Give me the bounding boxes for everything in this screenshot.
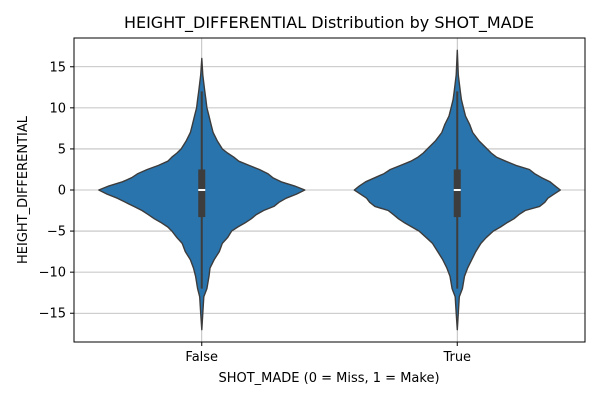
iqr-box [198, 169, 206, 218]
iqr-box [453, 169, 461, 218]
violin-layer [98, 49, 561, 331]
x-tick-label: False [185, 350, 218, 365]
violin-false [98, 57, 306, 331]
chart-title: HEIGHT_DIFFERENTIAL Distribution by SHOT… [124, 13, 534, 33]
y-tick-label: −15 [39, 307, 66, 322]
y-axis: −15 −10 −5 0 5 10 15 [39, 60, 74, 322]
y-tick-label: 15 [49, 60, 66, 75]
y-axis-label: HEIGHT_DIFFERENTIAL [16, 115, 31, 264]
y-tick-label: −5 [47, 225, 66, 240]
violin-true [353, 49, 561, 331]
y-tick-label: 10 [49, 101, 66, 116]
x-tick-label: True [442, 350, 471, 365]
x-axis: False True [185, 342, 471, 365]
y-tick-label: −10 [39, 266, 66, 281]
y-tick-label: 5 [58, 142, 66, 157]
x-axis-label: SHOT_MADE (0 = Miss, 1 = Make) [218, 371, 439, 386]
y-tick-label: 0 [58, 184, 66, 199]
